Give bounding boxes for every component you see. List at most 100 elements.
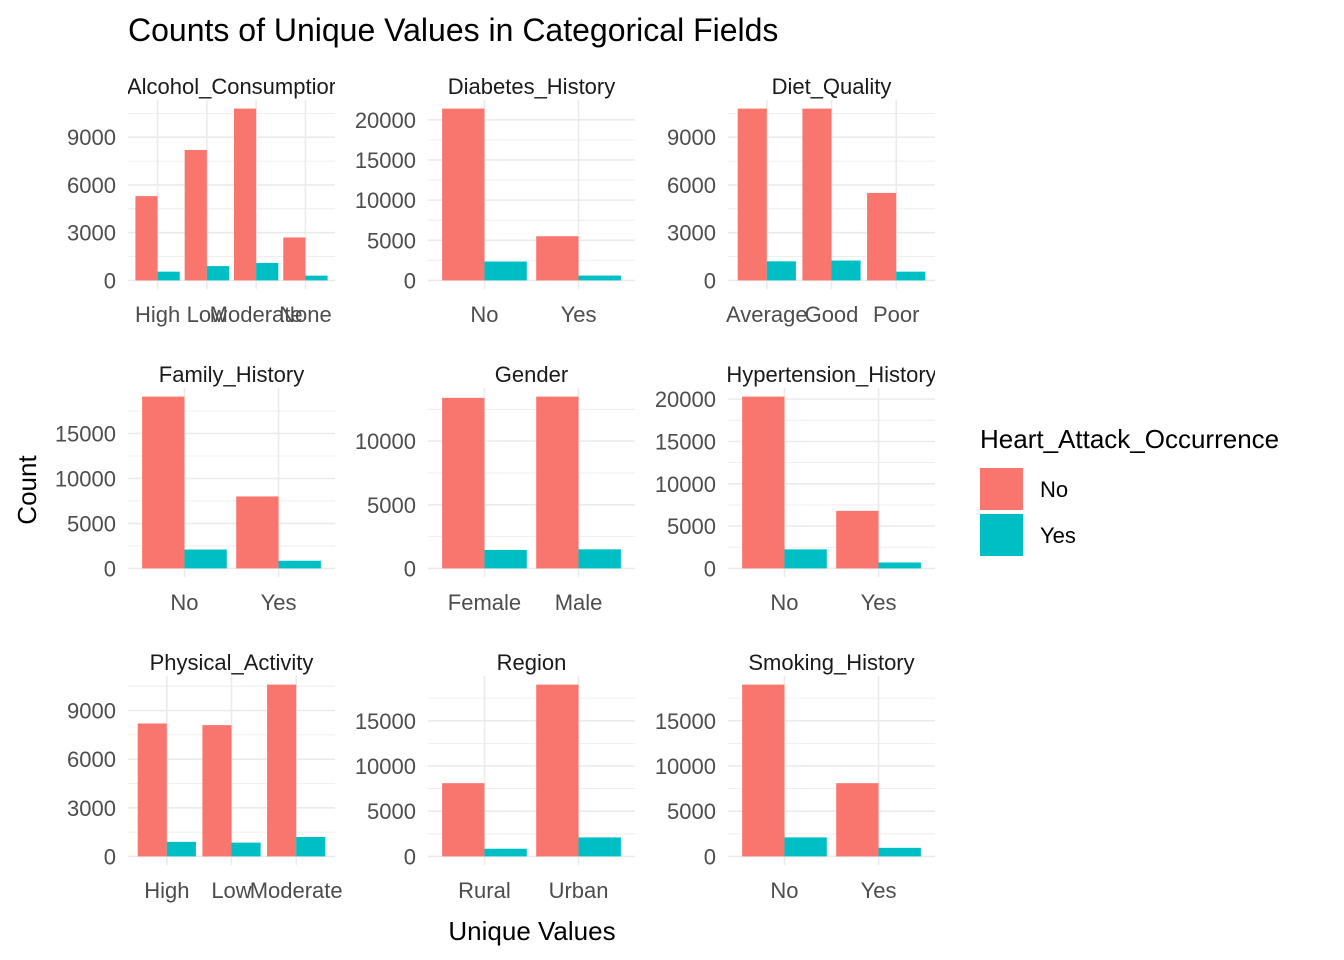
y-tick-label: 20000 — [655, 387, 716, 412]
x-tick-label: Yes — [561, 302, 597, 327]
y-tick-label: 5000 — [367, 493, 416, 518]
bar-family-history-yes-yes — [278, 560, 321, 569]
y-tick-label: 10000 — [55, 466, 116, 491]
y-tick-label: 10000 — [355, 754, 416, 779]
legend: Heart_Attack_Occurrence No Yes — [980, 424, 1279, 556]
bar-region-rural-no — [442, 783, 485, 857]
x-tick-label: No — [170, 590, 198, 615]
y-tick-label: 3000 — [67, 796, 116, 821]
bar-family-history-no-yes — [184, 549, 227, 569]
legend-title: Heart_Attack_Occurrence — [980, 424, 1279, 454]
bar-gender-female-no — [442, 397, 485, 569]
bar-alcohol-consumption-moderate-yes — [256, 262, 279, 281]
y-tick-label: 15000 — [655, 429, 716, 454]
y-tick-label: 15000 — [655, 709, 716, 734]
x-tick-label: Moderate — [210, 302, 303, 327]
y-tick-label: 0 — [404, 844, 416, 869]
x-tick-label: Male — [555, 590, 603, 615]
y-tick-label: 15000 — [355, 148, 416, 173]
x-tick-label: No — [470, 302, 498, 327]
bar-diet-quality-good-no — [802, 108, 832, 281]
x-tick-label: High — [144, 878, 189, 903]
bar-alcohol-consumption-high-no — [135, 196, 158, 281]
bar-diet-quality-poor-no — [867, 192, 897, 281]
legend-label-yes: Yes — [1040, 523, 1076, 548]
y-tick-label: 10000 — [355, 188, 416, 213]
bar-smoking-history-no-no — [742, 684, 785, 857]
bar-alcohol-consumption-none-yes — [305, 275, 328, 281]
bar-region-urban-yes — [578, 837, 621, 857]
y-tick-label: 15000 — [355, 709, 416, 734]
x-tick-label: Low — [211, 878, 251, 903]
y-tick-label: 0 — [704, 844, 716, 869]
facet-title-family-history: Family_History — [159, 362, 304, 387]
y-tick-label: 15000 — [55, 421, 116, 446]
bar-region-urban-no — [536, 684, 579, 857]
bar-gender-male-yes — [578, 549, 621, 569]
facet-physical-activity: Physical_Activity 0 3000 6000 9000 High LowMod… — [67, 650, 343, 903]
x-axis-title: Unique Values — [448, 916, 615, 946]
bar-hypertension-history-yes-yes — [878, 562, 921, 569]
legend-label-no: No — [1040, 477, 1068, 502]
bar-physical-activity-low-yes — [231, 842, 261, 857]
facet-hypertension-history: Hypertension_History 0 5000 10000 15000 20000… — [655, 362, 935, 615]
y-tick-label: 5000 — [667, 514, 716, 539]
bar-diet-quality-poor-yes — [896, 271, 926, 281]
x-tick-label: No — [770, 590, 798, 615]
y-tick-label: 6000 — [667, 173, 716, 198]
x-tick-label: Yes — [261, 590, 297, 615]
bar-alcohol-consumption-low-yes — [206, 266, 230, 281]
chart-title: Counts of Unique Values in Categorical F… — [128, 12, 778, 48]
bar-diabetes-history-no-no — [442, 108, 485, 281]
y-tick-label: 0 — [704, 268, 716, 293]
bar-diabetes-history-yes-no — [536, 236, 579, 281]
bar-diet-quality-average-yes — [766, 261, 796, 281]
y-tick-label: 0 — [404, 556, 416, 581]
facet-smoking-history: Smoking_History 0 5000 10000 15000 No Yes — [655, 650, 935, 903]
legend-key-no — [980, 468, 1023, 510]
y-tick-label: 0 — [404, 268, 416, 293]
y-tick-label: 5000 — [367, 799, 416, 824]
y-tick-label: 10000 — [355, 429, 416, 454]
legend-key-yes — [980, 514, 1023, 556]
x-tick-label: Low — [187, 302, 227, 327]
bar-physical-activity-moderate-no — [267, 684, 297, 857]
x-tick-label: Yes — [861, 878, 897, 903]
x-tick-label: Female — [448, 590, 521, 615]
facet-gender: Gender 0 5000 10000 Female Male — [355, 362, 635, 615]
bar-diet-quality-good-yes — [831, 260, 861, 281]
y-tick-label: 0 — [104, 556, 116, 581]
y-tick-label: 5000 — [667, 799, 716, 824]
y-tick-label: 6000 — [67, 747, 116, 772]
bar-diabetes-history-no-yes — [484, 261, 527, 281]
facet-title-gender: Gender — [495, 362, 568, 387]
y-tick-label: 9000 — [67, 125, 116, 150]
y-tick-label: 10000 — [655, 754, 716, 779]
y-axis-title: Count — [12, 455, 42, 525]
bar-gender-female-yes — [484, 549, 527, 569]
y-tick-label: 0 — [104, 268, 116, 293]
facet-title-region: Region — [497, 650, 567, 675]
bar-alcohol-consumption-none-no — [283, 237, 306, 281]
bar-physical-activity-moderate-yes — [296, 836, 326, 857]
facet-title-physical-activity: Physical_Activity — [150, 650, 314, 675]
facet-title-diet-quality: Diet_Quality — [772, 74, 892, 99]
bar-family-history-yes-no — [236, 496, 279, 569]
y-tick-label: 0 — [104, 844, 116, 869]
x-tick-label: Moderate — [250, 878, 343, 903]
bar-gender-male-no — [536, 396, 579, 569]
y-tick-label: 9000 — [67, 699, 116, 724]
x-tick-label: Average — [726, 302, 808, 327]
y-tick-label: 3000 — [667, 221, 716, 246]
x-tick-label: Poor — [873, 302, 919, 327]
bar-physical-activity-low-no — [202, 725, 232, 857]
bar-smoking-history-yes-yes — [878, 847, 921, 857]
y-tick-label: 5000 — [67, 511, 116, 536]
y-tick-label: 9000 — [667, 125, 716, 150]
bar-smoking-history-no-yes — [784, 837, 827, 857]
y-tick-label: 5000 — [367, 228, 416, 253]
bar-alcohol-consumption-moderate-no — [233, 108, 257, 281]
